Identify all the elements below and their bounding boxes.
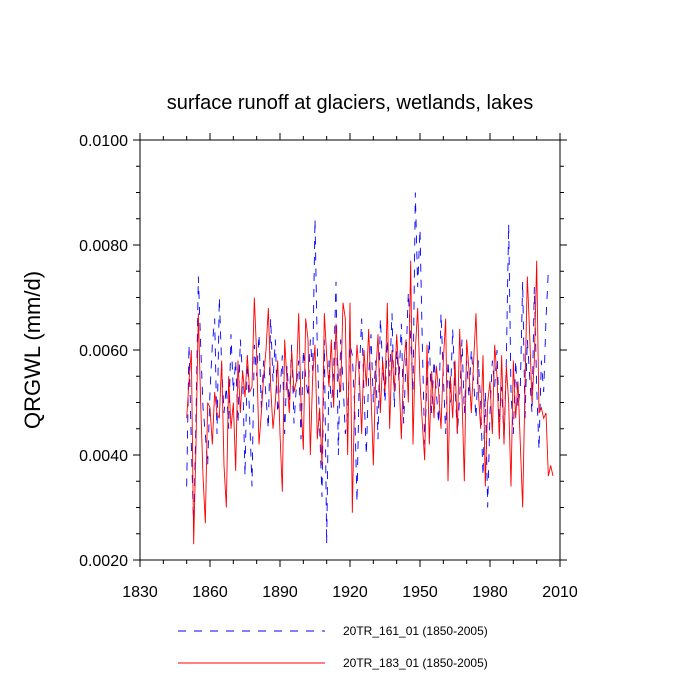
y-tick-label: 0.0100 [79, 133, 128, 150]
legend-label-series-2: 20TR_183_01 (1850-2005) [343, 656, 488, 670]
y-tick-label: 0.0060 [79, 343, 128, 360]
chart-title: surface runoff at glaciers, wetlands, la… [167, 92, 533, 114]
series-line-2 [186, 260, 554, 545]
x-tick-label: 1860 [192, 584, 228, 601]
legend-label-series-1: 20TR_161_01 (1850-2005) [343, 624, 488, 638]
y-axis-label: QRGWL (mm/d) [20, 271, 45, 429]
axis-tick-labels: 1830 1860 1890 1920 1950 1980 2010 0.0020 0.0040… [79, 133, 578, 601]
axis-ticks [133, 133, 567, 567]
y-tick-label: 0.0040 [79, 448, 128, 465]
series-line-1 [186, 192, 549, 545]
x-tick-label: 2010 [542, 584, 578, 601]
series-lines [186, 192, 554, 545]
y-tick-label: 0.0080 [79, 238, 128, 255]
x-tick-label: 1950 [402, 584, 438, 601]
x-tick-label: 1890 [262, 584, 298, 601]
x-tick-label: 1830 [122, 584, 158, 601]
legend: 20TR_161_01 (1850-2005) 20TR_183_01 (185… [178, 624, 488, 670]
x-tick-label: 1980 [472, 584, 508, 601]
x-tick-label: 1920 [332, 584, 368, 601]
y-tick-label: 0.0020 [79, 553, 128, 570]
